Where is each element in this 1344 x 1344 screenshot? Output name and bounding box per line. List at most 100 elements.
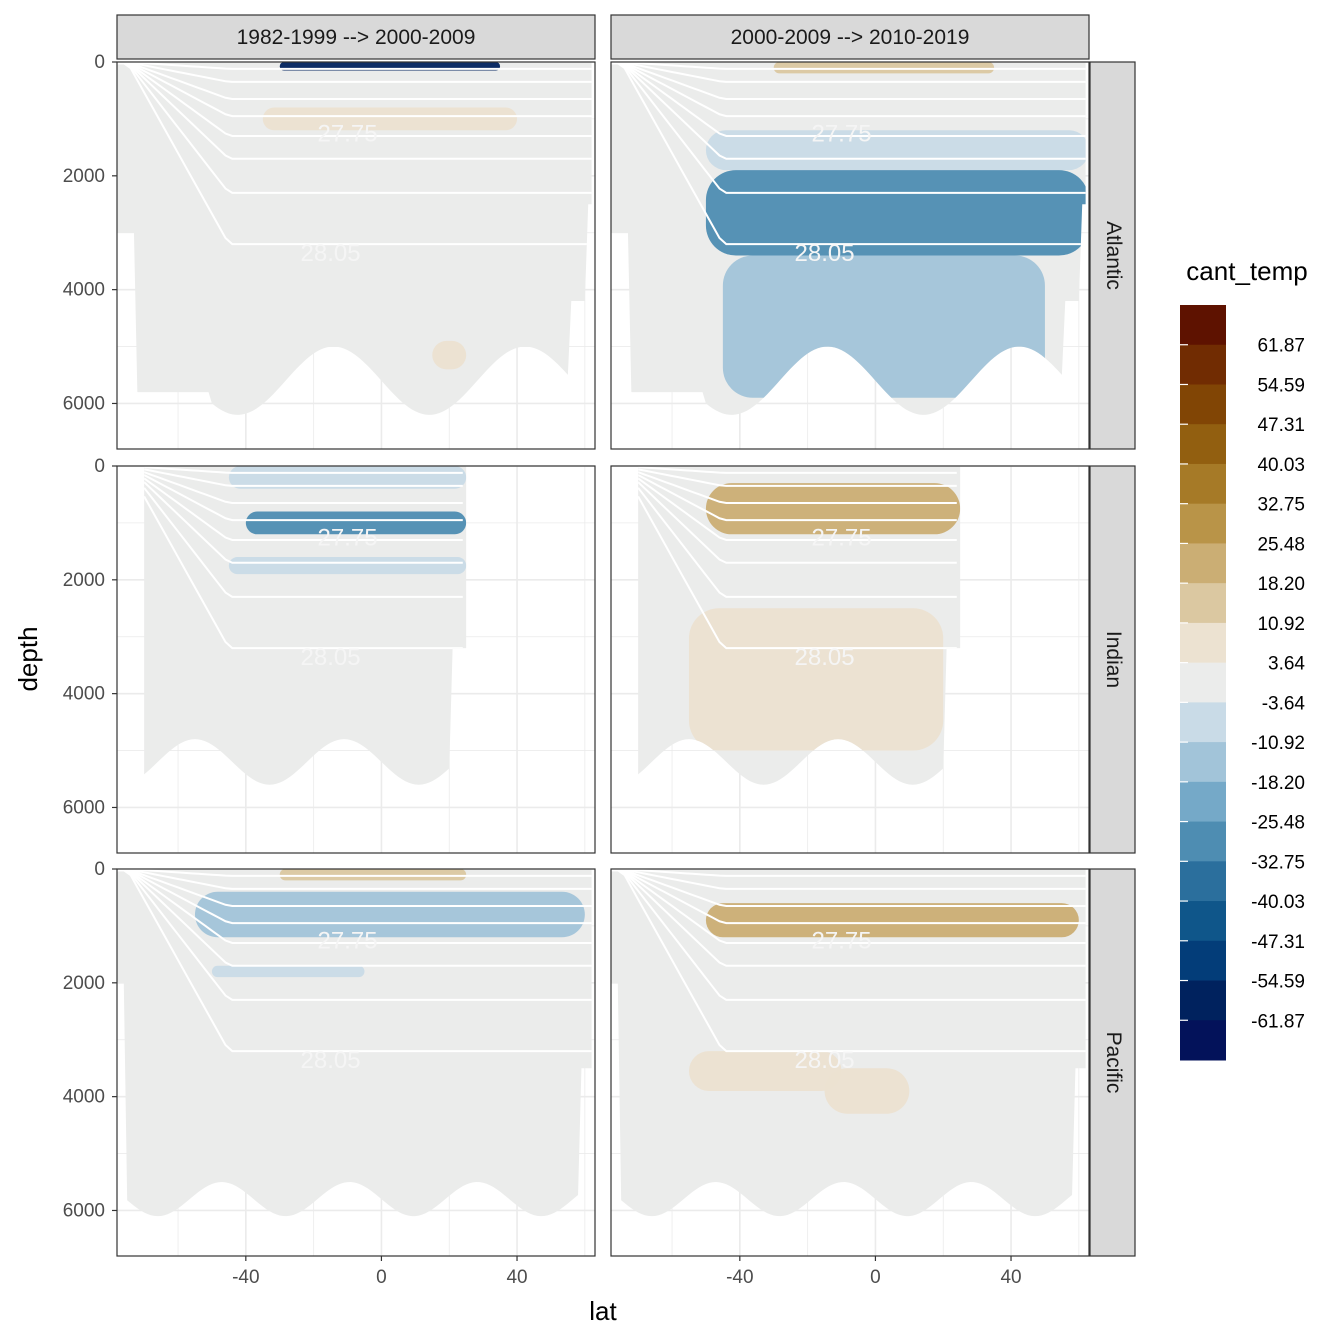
- anomaly-region: [228, 466, 467, 489]
- anomaly-region: [279, 869, 467, 881]
- anomaly-region: [705, 130, 1086, 171]
- legend-swatch: [1180, 622, 1226, 664]
- y-tick-label: 4000: [63, 1087, 105, 1108]
- legend-label: 18.20: [1257, 574, 1305, 595]
- contour-label: 27.75: [811, 928, 871, 955]
- panel-border: [610, 868, 1090, 1257]
- y-tick-label: 0: [94, 456, 105, 477]
- contour-label: 28.05: [301, 1047, 361, 1074]
- contour-line: [144, 474, 463, 522]
- contour-line: [611, 62, 1086, 70]
- x-tick-label: 0: [870, 1267, 881, 1288]
- contour-line: [144, 477, 463, 541]
- legend-label: -32.75: [1251, 852, 1305, 873]
- contour-line: [611, 869, 1086, 877]
- panel-border: [116, 868, 596, 1257]
- anomaly-region: [705, 903, 1079, 938]
- contour-line: [611, 62, 1086, 83]
- row-strip-label: Pacific: [1102, 1032, 1125, 1094]
- contour-label: 28.05: [301, 644, 361, 671]
- legend-swatch: [1180, 424, 1226, 465]
- contour-line: [144, 487, 463, 598]
- contour-line: [611, 62, 1086, 137]
- legend-swatch: [1180, 543, 1226, 584]
- legend-label: -40.03: [1251, 892, 1305, 913]
- legend-swatch: [1180, 344, 1226, 385]
- y-tick-label: 4000: [63, 280, 105, 301]
- panel-pacific-2: 27.75 28.05: [610, 868, 1090, 1257]
- contour-line: [611, 62, 1086, 100]
- contour-labels: 27.75 28.05: [301, 928, 378, 1075]
- contour-labels: 27.75 28.05: [795, 928, 872, 1075]
- legend-label: -3.64: [1262, 693, 1306, 714]
- contour-line: [117, 62, 592, 246]
- contour-label: 27.75: [811, 121, 871, 148]
- x-tick-label: -40: [232, 1267, 259, 1288]
- column-strip-label: 1982-1999 --> 2000-2009: [237, 26, 476, 49]
- legend-label: -18.20: [1251, 773, 1305, 794]
- column-strip: [116, 14, 596, 60]
- legend-swatch: [1180, 901, 1226, 942]
- legend-swatch: [1180, 305, 1226, 346]
- contour-line: [638, 466, 957, 474]
- legend-swatch: [1180, 662, 1226, 703]
- ocean-section: [638, 466, 961, 785]
- legend-label: 10.92: [1257, 614, 1305, 635]
- legend-swatch: [1180, 940, 1226, 982]
- anomaly-region: [194, 891, 585, 938]
- row-strip-label: Indian: [1102, 631, 1125, 688]
- legend-swatch: [1180, 702, 1226, 743]
- y-tick-label: 0: [94, 859, 105, 880]
- contour-line: [611, 62, 1086, 194]
- contour-line: [117, 62, 592, 100]
- contour-line: [117, 869, 592, 944]
- density-contours: [144, 466, 463, 650]
- legend-label: 61.87: [1257, 336, 1305, 357]
- contour-line: [638, 481, 957, 564]
- y-tick-label: 0: [94, 52, 105, 73]
- contour-line: [117, 869, 592, 890]
- anomaly-region: [688, 608, 944, 751]
- contour-line: [638, 487, 957, 598]
- contour-line: [117, 62, 592, 83]
- contour-labels: 27.75 28.05: [301, 121, 378, 268]
- contour-label: 28.05: [795, 240, 855, 267]
- y-tick-label: 4000: [63, 684, 105, 705]
- anomaly-region: [262, 107, 518, 131]
- contour-line: [638, 477, 957, 541]
- x-tick-label: 40: [1000, 1267, 1021, 1288]
- ocean-section: [611, 869, 1086, 1217]
- legend-swatch: [1180, 821, 1226, 862]
- legend-swatch: [1180, 384, 1226, 425]
- y-tick-label: 2000: [63, 570, 105, 591]
- legend-label: 32.75: [1257, 495, 1305, 516]
- contour-line: [117, 869, 592, 1053]
- contour-line: [117, 62, 592, 118]
- column-strip-label: 2000-2009 --> 2010-2019: [731, 26, 970, 49]
- legend-swatch: [1180, 742, 1226, 783]
- legend-swatch: [1180, 503, 1226, 544]
- contour-line: [144, 495, 463, 650]
- legend-swatch: [1180, 463, 1226, 505]
- anomaly-region: [824, 1068, 910, 1114]
- legend-swatch: [1180, 583, 1226, 624]
- density-contours: [117, 869, 592, 1053]
- x-tick-label: 0: [376, 1267, 387, 1288]
- legend-label: 25.48: [1257, 534, 1305, 555]
- contour-line: [117, 869, 592, 925]
- contour-line: [117, 869, 592, 907]
- contour-line: [611, 869, 1086, 1001]
- anomaly-region: [773, 62, 995, 74]
- density-contours: [611, 869, 1086, 1053]
- panel-atlantic-2: 27.75 28.05: [610, 61, 1090, 450]
- contour-line: [611, 869, 1086, 890]
- contour-line: [611, 869, 1086, 1053]
- contour-line: [117, 62, 592, 137]
- panel-border: [116, 465, 596, 854]
- contour-line: [638, 468, 957, 487]
- contour-line: [117, 869, 592, 1001]
- contour-label: 27.75: [317, 928, 377, 955]
- legend-swatch: [1180, 781, 1226, 823]
- anomaly-region: [228, 557, 467, 575]
- contour-line: [117, 869, 592, 967]
